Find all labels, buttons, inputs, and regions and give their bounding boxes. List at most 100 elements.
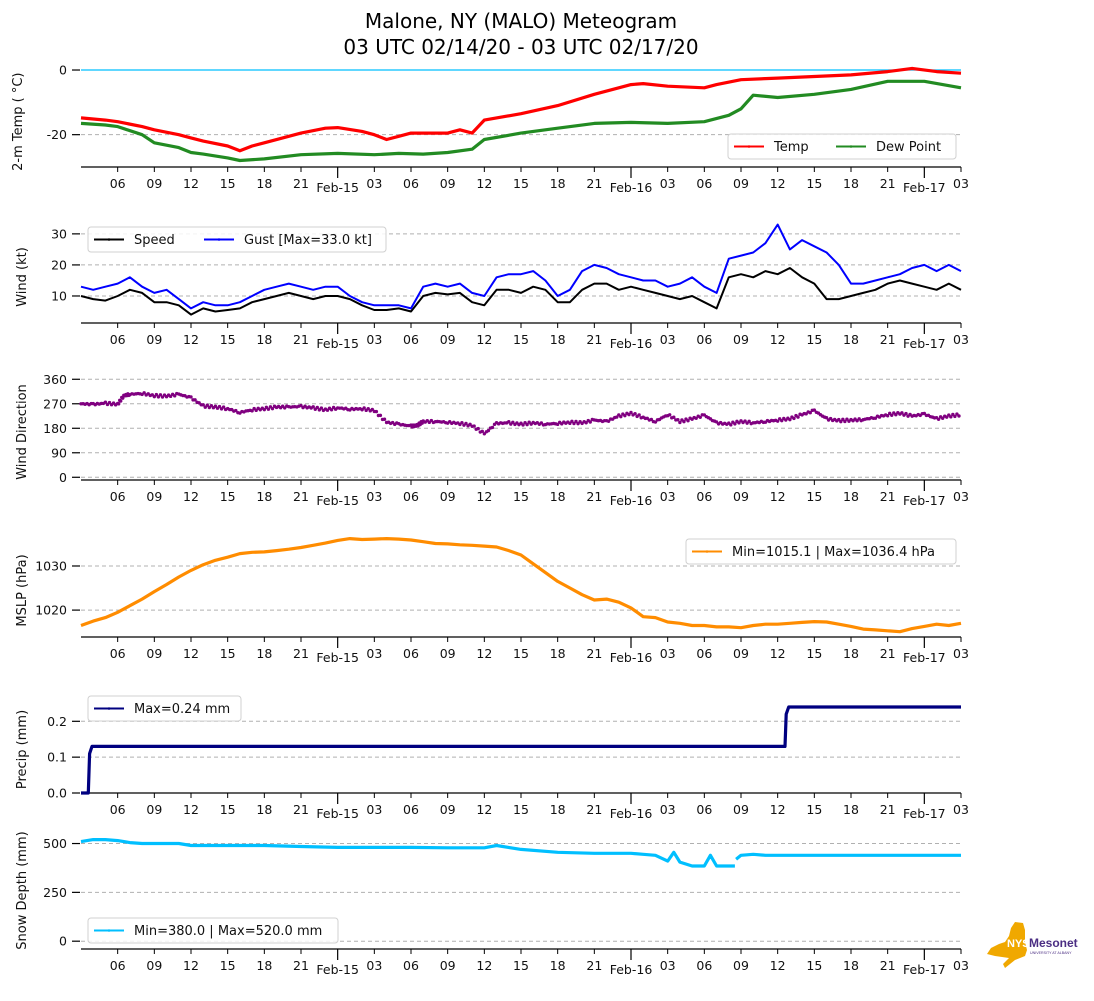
x-tick-label: 15 — [513, 646, 529, 661]
y-tick-label: 270 — [43, 396, 67, 411]
x-tick-label: 21 — [586, 802, 602, 817]
wind-direction-point — [525, 422, 529, 427]
x-tick-label: 12 — [183, 332, 199, 347]
wind-direction-point — [116, 402, 121, 406]
y-tick-label: 180 — [43, 421, 67, 436]
x-tick-label: 09 — [146, 802, 162, 817]
wind-direction-point — [743, 419, 747, 423]
x-tick-label: 15 — [220, 332, 236, 347]
x-tick-label: 12 — [183, 802, 199, 817]
wind-direction-point — [698, 415, 702, 419]
x-tick-label: 12 — [183, 958, 199, 973]
wind-direction-point — [672, 415, 676, 419]
x-tick-label: 03 — [953, 489, 969, 504]
legend-marker — [747, 145, 751, 148]
panel-4: 1020 1030 06 09 12 15 18 21 03 06 09 12 15 18 21 03 06 09… — [15, 536, 969, 665]
panel-5: 0.0 0.1 0.2 06 09 12 15 18 21 03 06 09 12 15 18 21 03 06 0… — [15, 695, 969, 821]
x-tick-label: 03 — [366, 332, 382, 347]
x-tick-label: 21 — [293, 802, 309, 817]
x-tick-label: 12 — [476, 489, 492, 504]
x-tick-label: 21 — [293, 958, 309, 973]
wind-direction-point — [812, 408, 817, 412]
wind-direction-point — [460, 420, 464, 425]
y-tick-label: 0.1 — [47, 750, 67, 765]
wind-direction-point — [629, 410, 633, 415]
x-day-label: Feb-17 — [903, 493, 946, 508]
x-tick-label: 21 — [880, 489, 896, 504]
x-tick-label: 18 — [550, 646, 566, 661]
y-tick-label: 0 — [59, 470, 67, 485]
x-tick-label: 12 — [183, 489, 199, 504]
x-tick-label: 15 — [220, 958, 236, 973]
x-tick-label: 06 — [696, 332, 712, 347]
wind-direction-point — [311, 405, 315, 409]
wind-direction-point — [623, 413, 627, 418]
wind-direction-point — [382, 417, 387, 421]
x-tick-label: 06 — [403, 802, 419, 817]
series-wind-direction — [79, 391, 961, 436]
wind-direction-point — [615, 415, 619, 419]
x-tick-label: 03 — [953, 958, 969, 973]
x-day-label: Feb-15 — [316, 650, 359, 665]
x-tick-label: 09 — [146, 489, 162, 504]
x-tick-label: 21 — [586, 646, 602, 661]
wind-direction-point — [747, 419, 751, 424]
wind-direction-point — [511, 420, 515, 425]
x-tick-label: 12 — [770, 489, 786, 504]
logo-university-text: UNIVERSITY AT ALBANY — [1030, 951, 1072, 955]
legend-marker — [217, 238, 221, 241]
legend: Min=380.0 | Max=520.0 mm — [87, 917, 339, 944]
x-tick-label: 12 — [770, 802, 786, 817]
x-tick-label: 15 — [513, 802, 529, 817]
wind-direction-point — [121, 396, 125, 400]
x-tick-label: 15 — [513, 958, 529, 973]
x-tick-label: 12 — [770, 332, 786, 347]
x-tick-label: 12 — [476, 646, 492, 661]
x-tick-label: 21 — [586, 332, 602, 347]
wind-direction-point — [315, 405, 319, 410]
wind-direction-point — [154, 392, 159, 397]
wind-direction-point — [839, 419, 843, 424]
nys-mesonet-logo: NYS Mesonet UNIVERSITY AT ALBANY — [985, 920, 1085, 970]
wind-direction-point — [158, 393, 163, 397]
x-day-label: Feb-16 — [610, 336, 653, 351]
y-axis-label: Precip (mm) — [15, 710, 30, 789]
x-tick-label: 06 — [696, 489, 712, 504]
x-tick-label: 12 — [476, 802, 492, 817]
wind-direction-point — [936, 417, 941, 422]
wind-direction-point — [653, 420, 658, 424]
x-tick-label: 06 — [403, 332, 419, 347]
legend: Max=0.24 mm — [87, 695, 242, 722]
wind-direction-point — [584, 421, 588, 425]
wind-direction-point — [205, 403, 209, 407]
figure-title-line2: 03 UTC 02/14/20 - 03 UTC 02/17/20 — [343, 35, 698, 59]
x-day-label: Feb-17 — [903, 336, 946, 351]
x-tick-label: 09 — [440, 489, 456, 504]
x-tick-label: 06 — [403, 958, 419, 973]
x-tick-label: 15 — [513, 332, 529, 347]
wind-direction-point — [480, 429, 484, 433]
x-day-label: Feb-15 — [316, 180, 359, 195]
wind-direction-point — [476, 426, 480, 431]
y-axis-label: 2-m Temp ( °C) — [11, 73, 26, 171]
y-tick-label: 30 — [51, 226, 67, 241]
wind-direction-point — [682, 419, 686, 424]
x-tick-label: 21 — [586, 958, 602, 973]
x-tick-label: 15 — [220, 176, 236, 191]
y-tick-label: 0.0 — [47, 786, 67, 801]
y-axis-label: Snow Depth (mm) — [15, 831, 30, 949]
y-tick-label: 1030 — [35, 558, 67, 573]
x-tick-label: 18 — [550, 332, 566, 347]
wind-direction-point — [649, 417, 654, 422]
wind-direction-point — [885, 414, 890, 418]
wind-direction-point — [217, 404, 222, 409]
legend: Speed Gust [Max=33.0 kt] — [87, 226, 387, 253]
x-tick-label: 06 — [110, 646, 126, 661]
x-tick-label: 18 — [256, 958, 272, 973]
x-tick-label: 12 — [183, 176, 199, 191]
x-tick-label: 18 — [843, 176, 859, 191]
wind-direction-point — [570, 419, 574, 423]
wind-direction-point — [201, 403, 205, 407]
